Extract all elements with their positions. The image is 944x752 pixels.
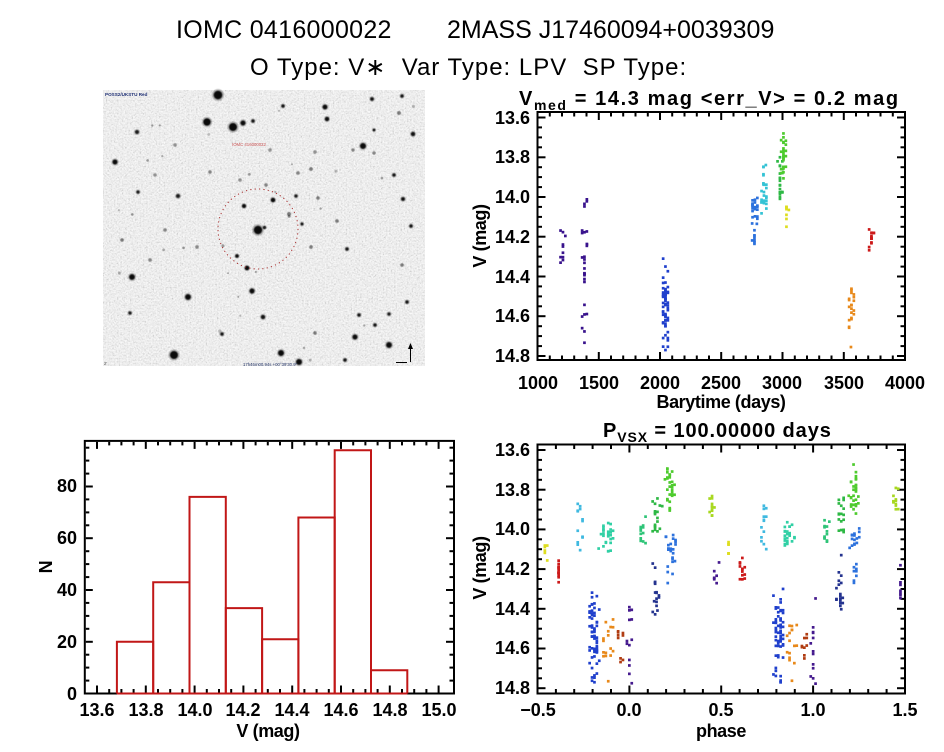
svg-text:13.6: 13.6 — [79, 700, 114, 720]
svg-text:Barytime (days): Barytime (days) — [656, 392, 785, 412]
svg-text:14.4: 14.4 — [495, 599, 530, 619]
svg-text:−0.5: −0.5 — [520, 700, 556, 720]
svg-text:14.2: 14.2 — [225, 700, 260, 720]
svg-text:60: 60 — [57, 528, 77, 548]
svg-text:O Type: V∗ Var Type: LPV SP: O Type: V∗ Var Type: LPV SP Type: — [250, 54, 687, 81]
svg-text:14.2: 14.2 — [495, 227, 530, 247]
svg-text:14.6: 14.6 — [323, 700, 358, 720]
svg-text:14.4: 14.4 — [495, 267, 530, 287]
svg-text:2′: 2′ — [104, 361, 107, 366]
svg-text:Vmed = 14.3 mag <err_V> = 0.2: Vmed = 14.3 mag <err_V> = 0.2 mag — [519, 88, 900, 113]
svg-text:15.0: 15.0 — [421, 700, 456, 720]
svg-text:14.2: 14.2 — [495, 559, 530, 579]
svg-text:4000: 4000 — [885, 373, 925, 393]
svg-text:14.8: 14.8 — [372, 700, 407, 720]
svg-text:2000: 2000 — [640, 373, 680, 393]
svg-text:0.0: 0.0 — [616, 700, 641, 720]
svg-text:13.8: 13.8 — [495, 480, 530, 500]
svg-text:20: 20 — [57, 632, 77, 652]
svg-text:V (mag): V (mag) — [470, 536, 490, 600]
svg-text:2500: 2500 — [701, 373, 741, 393]
svg-text:0: 0 — [67, 684, 77, 704]
svg-text:14.6: 14.6 — [495, 306, 530, 326]
svg-text:13.8: 13.8 — [495, 147, 530, 167]
svg-text:13.6: 13.6 — [495, 108, 530, 128]
svg-text:14.0: 14.0 — [495, 519, 530, 539]
svg-text:14.6: 14.6 — [495, 638, 530, 658]
svg-text:POSS2/UKSTU Red: POSS2/UKSTU Red — [105, 92, 148, 97]
svg-text:14.4: 14.4 — [274, 700, 309, 720]
svg-text:PVSX = 100.00000 days: PVSX = 100.00000 days — [603, 420, 832, 445]
svg-text:1000: 1000 — [518, 373, 558, 393]
svg-text:1.5: 1.5 — [892, 700, 917, 720]
svg-text:13.6: 13.6 — [495, 440, 530, 460]
svg-text:2MASS J17460094+0039309: 2MASS J17460094+0039309 — [447, 16, 774, 44]
svg-text:17h46m00.94s +00°39′30.9″: 17h46m00.94s +00°39′30.9″ — [243, 362, 298, 367]
svg-text:0.5: 0.5 — [708, 700, 733, 720]
svg-text:14.0: 14.0 — [495, 187, 530, 207]
svg-text:IOMC 0416000022: IOMC 0416000022 — [176, 16, 392, 44]
svg-text:phase: phase — [696, 721, 746, 741]
svg-text:14.0: 14.0 — [177, 700, 212, 720]
svg-text:V (mag): V (mag) — [470, 204, 490, 268]
svg-text:14.8: 14.8 — [495, 678, 530, 698]
svg-text:40: 40 — [57, 580, 77, 600]
svg-text:14.8: 14.8 — [495, 346, 530, 366]
svg-text:V (mag): V (mag) — [236, 721, 300, 741]
svg-text:3500: 3500 — [824, 373, 864, 393]
svg-text:1500: 1500 — [579, 373, 619, 393]
svg-text:1.0: 1.0 — [800, 700, 825, 720]
svg-text:IOMC 416000022: IOMC 416000022 — [232, 142, 267, 147]
svg-text:3000: 3000 — [762, 373, 802, 393]
svg-text:80: 80 — [57, 476, 77, 496]
svg-text:13.8: 13.8 — [128, 700, 163, 720]
svg-text:N: N — [36, 561, 56, 574]
